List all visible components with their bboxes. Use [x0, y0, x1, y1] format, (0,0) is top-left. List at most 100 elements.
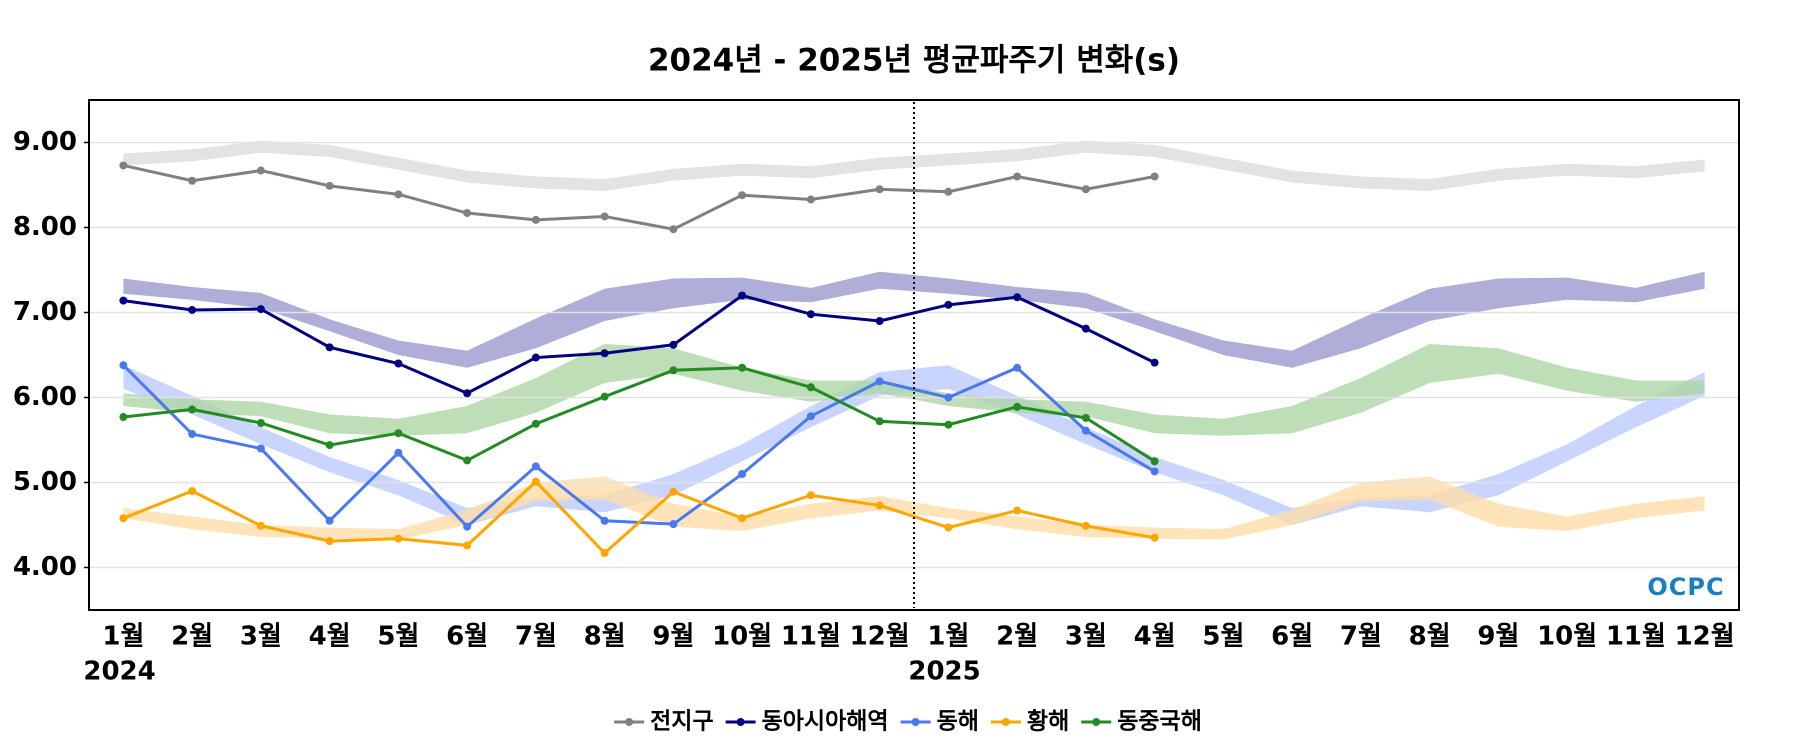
- series-line: [123, 366, 1156, 463]
- data-point: [669, 225, 678, 234]
- data-point: [325, 441, 334, 450]
- x-tick-label: 6월: [1271, 622, 1313, 652]
- legend-label: 동해: [937, 709, 979, 735]
- data-point: [669, 487, 678, 496]
- data-point: [806, 195, 815, 204]
- data-point: [1150, 358, 1159, 367]
- x-tick-label: 4월: [309, 622, 351, 652]
- y-tick-label: 8.00: [13, 212, 77, 242]
- y-tick-label: 7.00: [13, 297, 77, 327]
- data-point: [738, 363, 747, 372]
- legend-label: 동아시아해역: [762, 709, 889, 735]
- data-point: [600, 549, 609, 558]
- data-point: [119, 413, 128, 422]
- x-tick-label: 11월: [781, 622, 841, 652]
- year-label: 2024: [83, 657, 155, 687]
- data-point: [531, 462, 540, 471]
- x-tick-label: 10월: [1537, 622, 1597, 652]
- x-tick-label: 6월: [446, 622, 488, 652]
- data-point: [875, 501, 884, 510]
- legend-dot: [1092, 718, 1101, 726]
- range-band: [123, 271, 1705, 368]
- data-point: [256, 521, 265, 530]
- x-tick-label: 3월: [1065, 622, 1107, 652]
- data-point: [531, 215, 540, 224]
- legend: 전지구 동아시아해역 동해 황해 동중국해: [614, 709, 1202, 735]
- legend-label: 전지구: [650, 709, 713, 735]
- data-point: [875, 377, 884, 386]
- y-tick-label: 9.00: [13, 127, 77, 157]
- data-point: [806, 383, 815, 392]
- data-point: [669, 340, 678, 349]
- series-line: [123, 293, 1156, 395]
- x-tick-label: 10월: [712, 622, 772, 652]
- x-tick-label: 2월: [171, 622, 213, 652]
- data-point: [1150, 172, 1159, 181]
- x-tick-label: 8월: [1409, 622, 1451, 652]
- x-tick-label: 1월: [102, 622, 144, 652]
- data-point: [1150, 457, 1159, 466]
- data-point: [600, 349, 609, 358]
- data-point: [394, 448, 403, 457]
- data-point: [1081, 185, 1090, 194]
- data-point: [394, 359, 403, 368]
- data-point: [806, 491, 815, 500]
- data-point: [738, 291, 747, 300]
- data-point: [394, 534, 403, 543]
- legend-label: 동중국해: [1117, 709, 1202, 735]
- x-tick-label: 7월: [515, 622, 557, 652]
- data-point: [600, 516, 609, 525]
- data-point: [1081, 324, 1090, 333]
- x-tick-label: 5월: [1202, 622, 1244, 652]
- bands: [123, 140, 1705, 540]
- x-tick-label: 7월: [1340, 622, 1382, 652]
- data-point: [1013, 402, 1022, 411]
- data-point: [463, 209, 472, 218]
- data-point: [875, 417, 884, 426]
- plot-frame: [88, 99, 1740, 611]
- range-band: [123, 140, 1705, 191]
- data-point: [1081, 521, 1090, 530]
- legend-item: 황해: [990, 709, 1069, 735]
- series-line: [122, 479, 1155, 556]
- data-point: [1150, 467, 1159, 476]
- data-point: [463, 522, 472, 531]
- data-point: [875, 185, 884, 194]
- watermark: OCPC: [1647, 573, 1724, 601]
- data-point: [531, 353, 540, 362]
- data-point: [600, 212, 609, 221]
- series-line: [123, 163, 1155, 231]
- data-point: [463, 389, 472, 398]
- data-point: [1081, 413, 1090, 422]
- x-tick-label: 1월: [927, 622, 969, 652]
- data-point: [463, 456, 472, 465]
- y-tick-label: 5.00: [13, 467, 77, 497]
- data-point: [531, 419, 540, 428]
- x-tick-label: 5월: [377, 622, 419, 652]
- legend-dot: [1001, 718, 1010, 726]
- data-point: [738, 470, 747, 478]
- x-tick-label: 4월: [1134, 622, 1176, 652]
- data-point: [119, 514, 128, 523]
- chart-title: 2024년 - 2025년 평균파주기 변화(s): [648, 43, 1180, 79]
- data-point: [394, 429, 403, 438]
- data-point: [875, 317, 884, 325]
- data-point: [325, 181, 334, 190]
- legend-item: 동아시아해역: [725, 709, 889, 735]
- data-point: [188, 430, 197, 439]
- x-tick-label: 11월: [1606, 622, 1666, 652]
- data-point: [256, 444, 265, 453]
- x-tick-label: 12월: [1675, 622, 1735, 652]
- data-point: [1150, 533, 1159, 542]
- data-point: [944, 300, 953, 309]
- data-point: [944, 393, 953, 402]
- data-point: [1013, 293, 1022, 302]
- x-tick-label: 3월: [240, 622, 282, 652]
- legend-dot: [911, 718, 920, 726]
- data-point: [738, 191, 747, 200]
- data-point: [600, 392, 609, 401]
- x-tick-label: 12월: [850, 622, 910, 652]
- data-point: [806, 310, 815, 319]
- data-point: [463, 541, 472, 550]
